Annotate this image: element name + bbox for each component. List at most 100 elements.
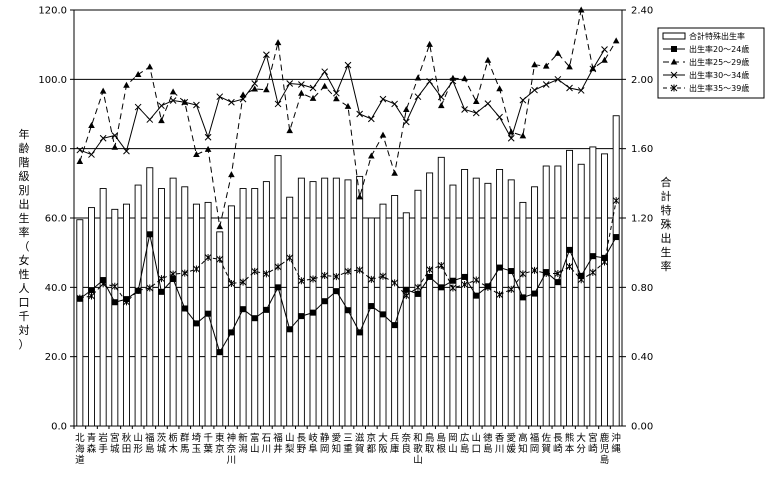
point xyxy=(391,100,398,108)
category-label: 岡山 xyxy=(448,433,458,455)
point xyxy=(158,275,165,283)
bar xyxy=(356,175,364,427)
point xyxy=(601,258,608,266)
bar xyxy=(332,177,340,427)
point xyxy=(437,93,445,101)
point xyxy=(519,294,526,301)
point xyxy=(670,71,678,79)
point xyxy=(554,279,561,286)
category-label: 山梨 xyxy=(285,433,295,455)
plot-area xyxy=(73,6,623,427)
legend-label: 出生率20～24歳 xyxy=(689,44,749,54)
category-label: 東京 xyxy=(215,432,225,455)
category-label: 大阪 xyxy=(378,432,388,455)
point xyxy=(76,157,84,164)
point xyxy=(158,288,165,295)
bar xyxy=(554,165,562,427)
point xyxy=(99,280,107,288)
point xyxy=(134,70,142,77)
point xyxy=(298,89,305,96)
point xyxy=(473,292,480,299)
point xyxy=(193,320,200,327)
point xyxy=(449,77,457,85)
category-label: 宮城 xyxy=(110,432,120,455)
category-label: 岐阜 xyxy=(308,432,318,455)
point xyxy=(379,95,387,103)
legend-label: 出生率25～29歳 xyxy=(689,57,749,67)
point xyxy=(345,307,351,314)
legend-label: 出生率30～34歳 xyxy=(689,70,749,80)
point xyxy=(321,272,329,280)
point xyxy=(181,269,189,277)
bar xyxy=(262,181,270,427)
tick-label: 1.20 xyxy=(631,214,653,225)
legend-label: 合計特殊出生率 xyxy=(689,31,745,41)
bar xyxy=(531,186,539,427)
point xyxy=(589,65,597,73)
point xyxy=(519,270,527,278)
point xyxy=(379,131,387,138)
category-label: 宮崎 xyxy=(588,432,598,455)
category-label: 和歌山 xyxy=(413,433,423,466)
point xyxy=(496,85,503,92)
point xyxy=(193,151,200,158)
bar xyxy=(309,181,317,427)
point xyxy=(228,171,235,178)
category-label: 富山 xyxy=(250,432,260,455)
point xyxy=(577,276,585,284)
category-label: 北海道 xyxy=(75,433,85,466)
point xyxy=(251,267,259,275)
point xyxy=(228,98,235,106)
point xyxy=(239,278,247,286)
series-x xyxy=(76,46,608,158)
legend-item: 出生率35～39歳 xyxy=(663,83,749,93)
point xyxy=(309,94,317,101)
tick-label: 120.0 xyxy=(38,6,67,17)
category-label: 鹿児島 xyxy=(600,432,610,466)
point xyxy=(426,266,433,274)
point xyxy=(402,118,410,126)
category-label: 山形 xyxy=(133,433,143,455)
category-label: 福井 xyxy=(273,432,283,455)
point xyxy=(111,282,119,290)
point xyxy=(566,63,573,70)
bar xyxy=(216,231,224,427)
point xyxy=(461,75,468,82)
point xyxy=(426,273,433,280)
point xyxy=(519,132,527,139)
point xyxy=(76,146,84,154)
category-label: 奈良 xyxy=(402,432,412,455)
point xyxy=(344,102,352,109)
category-labels: 北海道青森岩手宮城秋田山形福島茨城栃木群馬埼玉千葉東京神奈川新潟富山石川福井山梨… xyxy=(73,426,621,466)
tick-label: 0.80 xyxy=(631,283,653,294)
point xyxy=(286,80,294,87)
point xyxy=(111,143,119,150)
point xyxy=(461,106,468,113)
tick-label: 1.60 xyxy=(631,144,653,155)
point xyxy=(216,93,224,101)
point xyxy=(507,134,515,142)
bar xyxy=(472,177,480,427)
point xyxy=(670,58,678,65)
legend-item: 出生率30～34歳 xyxy=(663,70,749,80)
left-axis-title: 年齢階級別出生率（女性人口千対） xyxy=(19,127,30,351)
category-label: 香川 xyxy=(495,433,505,455)
point xyxy=(344,61,352,69)
point xyxy=(507,285,515,293)
point xyxy=(309,275,317,283)
tick-label: 0.0 xyxy=(51,422,67,433)
bar xyxy=(274,155,282,427)
point xyxy=(321,298,328,305)
point xyxy=(344,267,352,275)
legend-item: 合計特殊出生率 xyxy=(662,31,745,41)
category-label: 兵庫 xyxy=(390,432,400,455)
point xyxy=(134,103,142,111)
category-label: 静岡 xyxy=(320,432,330,455)
point xyxy=(577,6,585,13)
category-label: 秋田 xyxy=(122,432,132,455)
point xyxy=(438,284,445,291)
point xyxy=(216,223,224,230)
tick-label: 60.0 xyxy=(45,214,67,225)
tick-label: 0.00 xyxy=(631,422,653,433)
